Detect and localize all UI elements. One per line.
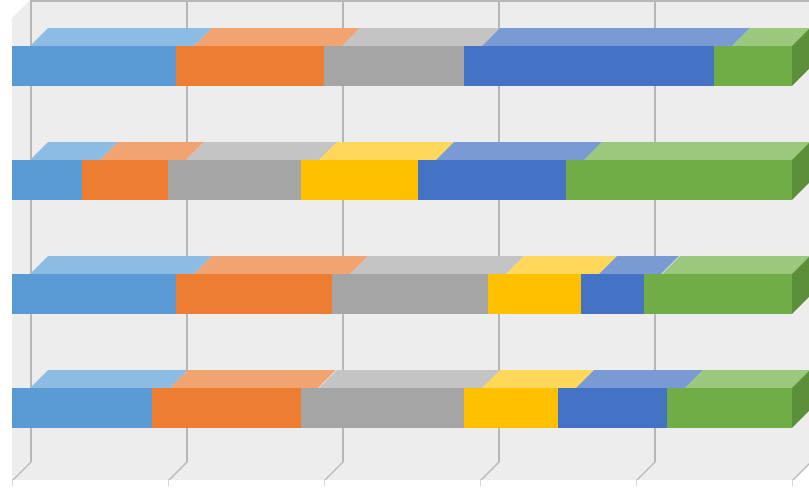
gridline-front-tick (480, 480, 481, 486)
gridline-front-tick (168, 480, 169, 486)
gridline-front-tick (636, 480, 637, 486)
chart-floor (12, 462, 809, 480)
gridline-front-tick (792, 480, 793, 486)
frame-top (30, 0, 809, 2)
gridline-front-tick (12, 480, 13, 486)
gridline-front-tick (324, 480, 325, 486)
chart-stage (0, 0, 809, 501)
